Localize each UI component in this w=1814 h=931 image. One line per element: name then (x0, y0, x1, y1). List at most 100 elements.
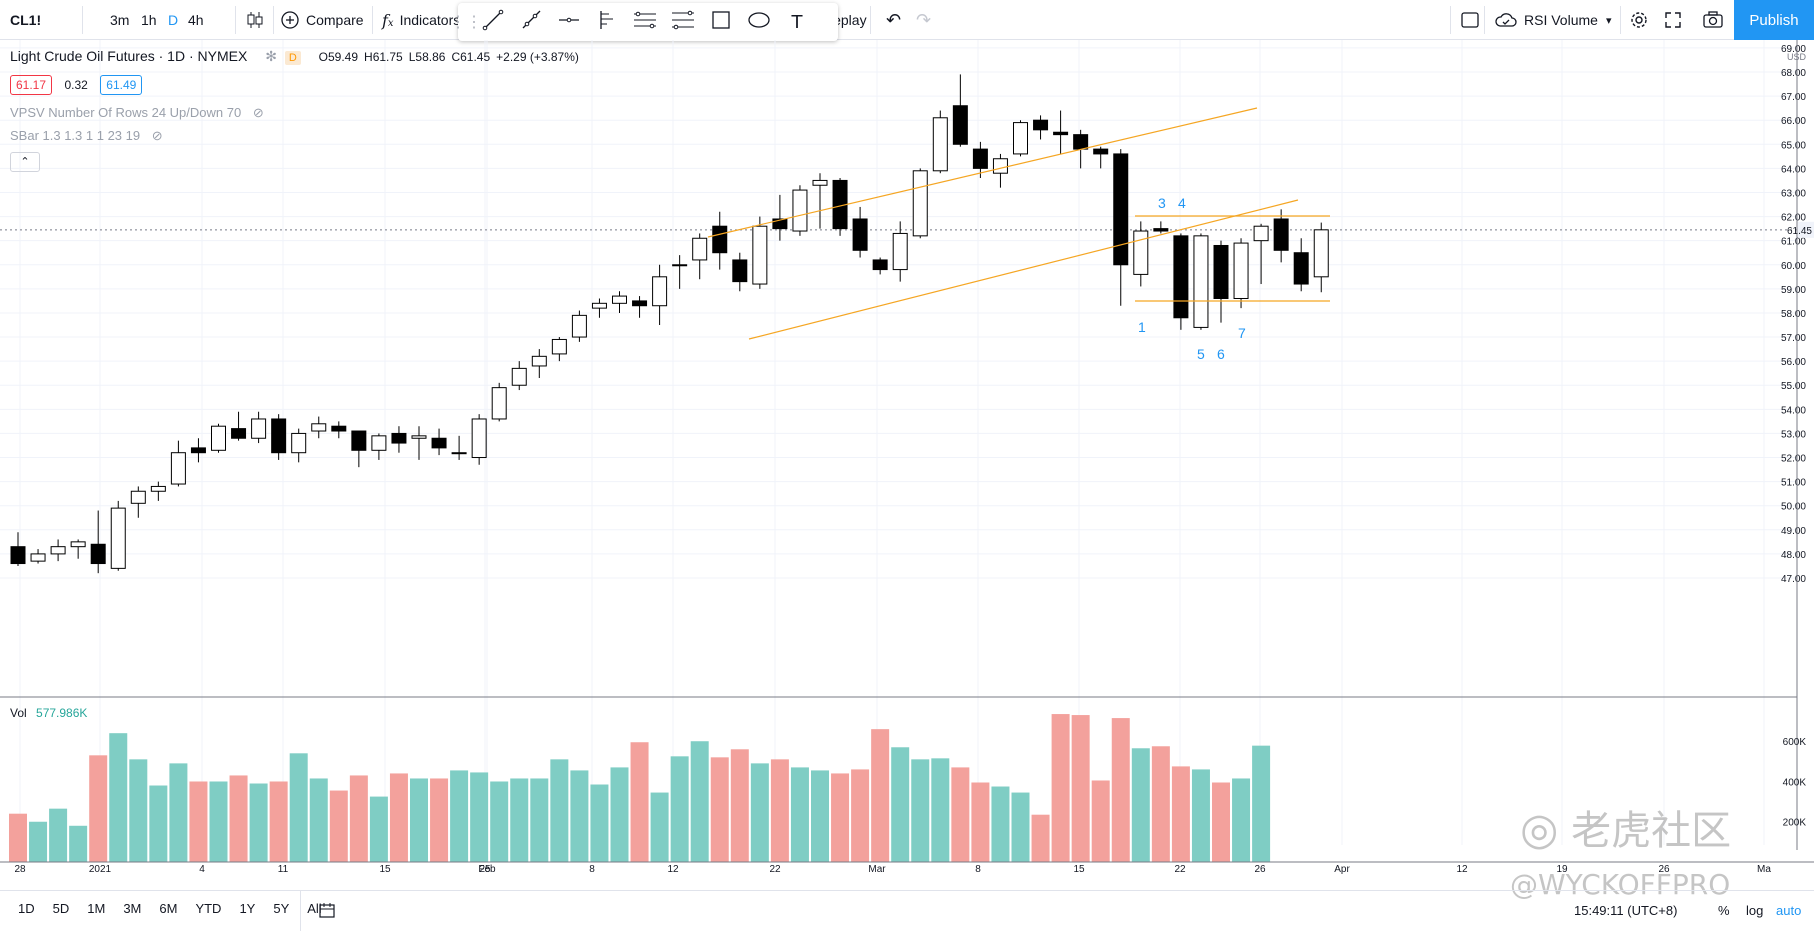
candle-body (251, 418, 267, 439)
divider (82, 6, 83, 34)
indicators-button[interactable]: fx Indicators (382, 0, 460, 40)
eye-hidden-icon[interactable]: ⊘ (252, 105, 264, 120)
interval-4h-button[interactable]: 4h (188, 0, 204, 40)
range-1d[interactable]: 1D (18, 901, 35, 916)
range-ytd[interactable]: YTD (195, 901, 222, 916)
symbol-search-button[interactable]: CL1! (10, 0, 41, 40)
price-tick-label: 67.00 (1781, 92, 1806, 103)
volume-bar (209, 781, 228, 862)
text-tool[interactable]: T (778, 5, 816, 39)
range-3m[interactable]: 3M (123, 901, 142, 916)
channel-lower-line-1[interactable] (748, 199, 1299, 340)
top-toolbar: CL1! 3m 1h D 4h Compare fx Indicators Re… (0, 0, 1814, 40)
candle-body (1153, 228, 1169, 232)
candle-body (170, 452, 186, 485)
goto-date-button[interactable] (318, 901, 336, 924)
candle-body (692, 237, 708, 261)
layout-button[interactable] (1460, 0, 1480, 40)
watermark-logo: ◎ 老虎社区 (1520, 798, 1731, 856)
interval-1h-button[interactable]: 1h (141, 0, 157, 40)
volume-bar (690, 741, 709, 862)
volume-bar (550, 759, 569, 862)
volume-bar (1171, 766, 1190, 862)
parallel-channel-tool[interactable] (626, 5, 664, 39)
time-tick-label: 26 (1254, 864, 1266, 875)
redo-button[interactable]: ↷ (916, 0, 931, 40)
interval-d-button[interactable]: D (168, 0, 178, 40)
horizontal-ray-tool[interactable] (550, 5, 588, 39)
percent-toggle[interactable]: % (1718, 903, 1730, 918)
undo-button[interactable]: ↶ (886, 0, 901, 40)
volume-bar (450, 770, 469, 862)
plus-circle-icon (280, 10, 300, 30)
long-position-tool[interactable] (588, 5, 626, 39)
volume-bar (249, 783, 268, 862)
drawings (707, 107, 1330, 340)
collapse-legend-button[interactable]: ⌃ (10, 152, 40, 172)
candle-body (1053, 131, 1069, 136)
volume-bar (1191, 769, 1210, 862)
ask-price[interactable]: 61.49 (100, 75, 143, 95)
close-value: C61.45 (451, 50, 491, 64)
compare-button[interactable]: Compare (280, 0, 364, 40)
candles (10, 74, 1329, 574)
candle-body (1073, 134, 1089, 150)
snapshot-button[interactable] (1702, 0, 1724, 40)
candle-body (1133, 230, 1149, 275)
volume-bar (991, 786, 1010, 862)
volume-legend: Vol 577.986K (10, 706, 87, 720)
range-1m[interactable]: 1M (87, 901, 106, 916)
interval-3m-button[interactable]: 3m (110, 0, 129, 40)
cloud-icon (1494, 11, 1518, 29)
watermark-handle: @WYCKOFFPRO (1510, 868, 1731, 901)
volume-bar (650, 792, 669, 862)
candle-body (491, 387, 507, 420)
indicator-vpsv[interactable]: VPSV Number Of Rows 24 Up/Down 70 ⊘ (10, 105, 264, 121)
ray-tool[interactable] (512, 5, 550, 39)
save-layout-button[interactable]: RSI Volume ▾ (1494, 0, 1611, 40)
range-5d[interactable]: 5D (52, 901, 70, 916)
clock-timezone[interactable]: 15:49:11 (UTC+8) (1574, 903, 1678, 918)
candle-body (1293, 252, 1309, 285)
interval-label: D (168, 12, 179, 28)
annotation-4: 4 (1178, 195, 1186, 211)
time-tick-label: 15 (379, 864, 391, 875)
candle-body (912, 170, 928, 237)
drag-handle-icon[interactable]: ⋮⋮ (450, 14, 482, 31)
channel-upper-line-1[interactable] (707, 107, 1258, 238)
settings-button[interactable] (1628, 0, 1650, 40)
ray-icon (519, 8, 543, 37)
range-1y[interactable]: 1Y (239, 901, 256, 916)
rectangle-tool[interactable] (702, 5, 740, 39)
auto-toggle[interactable]: auto (1776, 903, 1802, 918)
publish-button[interactable]: Publish (1734, 0, 1814, 40)
fullscreen-icon (1663, 10, 1683, 30)
trend-line-tool[interactable] (474, 5, 512, 39)
price-axis[interactable]: 69.00 68.00 67.00 66.00 65.00 64.00 63.00 62.00… (0, 40, 1814, 850)
bid-price[interactable]: 61.17 (10, 75, 53, 95)
range-all[interactable]: All (307, 901, 322, 916)
volume-bar (971, 782, 990, 862)
chart-type-button[interactable] (246, 0, 264, 40)
eye-hidden-icon[interactable]: ⊘ (151, 128, 163, 143)
annotation-3: 3 (1158, 195, 1166, 211)
ellipse-tool[interactable] (740, 5, 778, 39)
volume-bar (730, 749, 749, 862)
candle-body (712, 225, 728, 254)
volume-bar (229, 775, 248, 862)
candle-body (992, 158, 1008, 174)
fib-retracement-tool[interactable] (664, 5, 702, 39)
chart-canvas[interactable]: 69.00 68.00 67.00 66.00 65.00 64.00 63.00 62.00… (0, 40, 1814, 890)
volume-bar (570, 770, 589, 862)
indicator-sbar[interactable]: SBar 1.3 1.3 1 1 23 19 ⊘ (10, 128, 163, 144)
volume-bar (710, 757, 729, 862)
volume-bar (1151, 746, 1170, 862)
divider (300, 891, 301, 931)
range-5y[interactable]: 5Y (273, 901, 290, 916)
fullscreen-button[interactable] (1663, 0, 1683, 40)
log-toggle[interactable]: log (1746, 903, 1764, 918)
annotation-1: 1 (1138, 319, 1146, 335)
range-6m[interactable]: 6M (159, 901, 178, 916)
price-tick-label: 64.00 (1781, 164, 1806, 175)
